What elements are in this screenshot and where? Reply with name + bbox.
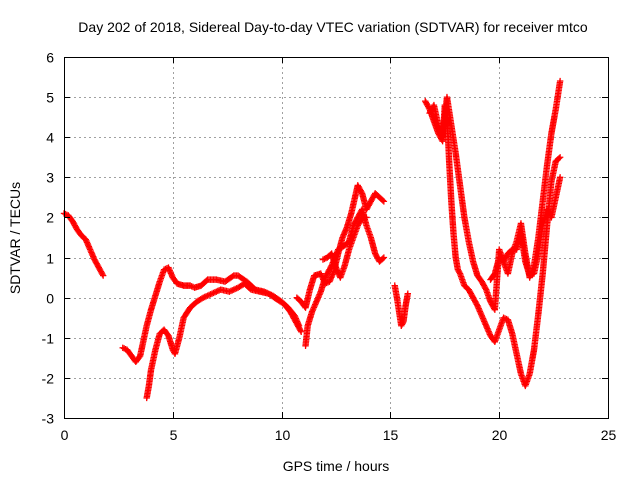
x-tick-label: 25 bbox=[601, 427, 617, 443]
data-point bbox=[200, 294, 207, 301]
data-point bbox=[527, 271, 535, 279]
y-tick-label: -1 bbox=[42, 331, 55, 347]
data-point bbox=[214, 287, 221, 295]
data-point bbox=[297, 327, 304, 334]
y-tick-label: 6 bbox=[46, 50, 54, 66]
data-point bbox=[230, 286, 237, 293]
data-point bbox=[380, 198, 388, 205]
data-point bbox=[188, 283, 195, 290]
data-point bbox=[526, 272, 533, 279]
data-point bbox=[213, 288, 220, 295]
data-point bbox=[297, 328, 305, 335]
y-axis-label: SDTVAR / TECUs bbox=[7, 182, 23, 294]
y-tick-label: 5 bbox=[46, 90, 54, 106]
y-tick-label: 1 bbox=[46, 251, 54, 267]
data-point bbox=[555, 155, 563, 162]
data-point bbox=[208, 290, 216, 297]
data-point bbox=[456, 269, 463, 276]
data-point bbox=[556, 77, 564, 85]
data-points bbox=[60, 77, 564, 402]
data-point bbox=[319, 256, 327, 263]
data-point bbox=[231, 285, 239, 293]
data-point bbox=[119, 344, 126, 352]
plot-frame bbox=[64, 57, 609, 419]
data-point bbox=[205, 291, 213, 299]
x-tick-label: 0 bbox=[61, 427, 69, 443]
data-point bbox=[358, 188, 365, 196]
x-tick-label: 10 bbox=[275, 427, 291, 443]
data-point bbox=[556, 174, 564, 181]
data-point bbox=[201, 293, 208, 301]
data-point bbox=[187, 282, 194, 289]
data-point bbox=[62, 210, 69, 218]
data-point bbox=[556, 154, 564, 161]
data-point bbox=[211, 289, 219, 296]
data-point bbox=[99, 272, 107, 279]
data-point bbox=[482, 285, 489, 292]
y-tick-label: -3 bbox=[42, 411, 55, 427]
data-point bbox=[202, 293, 210, 300]
data-point bbox=[99, 271, 106, 278]
x-tick-label: 20 bbox=[492, 427, 508, 443]
data-point bbox=[399, 319, 406, 327]
data-point bbox=[121, 345, 128, 352]
data-point bbox=[227, 287, 235, 295]
data-point bbox=[363, 214, 370, 221]
y-tick-label: -2 bbox=[42, 371, 55, 387]
y-tick-label: 0 bbox=[46, 291, 54, 307]
x-tick-label: 15 bbox=[383, 427, 399, 443]
chart-title: Day 202 of 2018, Sidereal Day-to-day VTE… bbox=[78, 19, 588, 35]
data-point bbox=[380, 254, 388, 261]
y-tick-label: 4 bbox=[46, 130, 54, 146]
data-point bbox=[229, 287, 236, 294]
data-point bbox=[321, 255, 328, 263]
data-point bbox=[210, 289, 217, 297]
data-point bbox=[404, 290, 412, 297]
data-point bbox=[379, 255, 386, 262]
data-point bbox=[501, 315, 509, 322]
data-point bbox=[379, 197, 386, 204]
y-tick-label: 2 bbox=[46, 210, 54, 226]
data-point bbox=[500, 314, 507, 321]
data-point bbox=[204, 292, 211, 299]
y-tick-label: 3 bbox=[46, 170, 54, 186]
data-point bbox=[207, 291, 214, 298]
grid-lines bbox=[64, 57, 608, 418]
x-tick-label: 5 bbox=[170, 427, 178, 443]
axis-ticks: 0 5 10 15 20 25 -3 -2 -1 0 1 2 3 4 5 6 bbox=[42, 50, 617, 444]
data-point bbox=[327, 263, 335, 271]
x-axis-label: GPS time / hours bbox=[283, 458, 390, 474]
data-point bbox=[226, 288, 233, 295]
